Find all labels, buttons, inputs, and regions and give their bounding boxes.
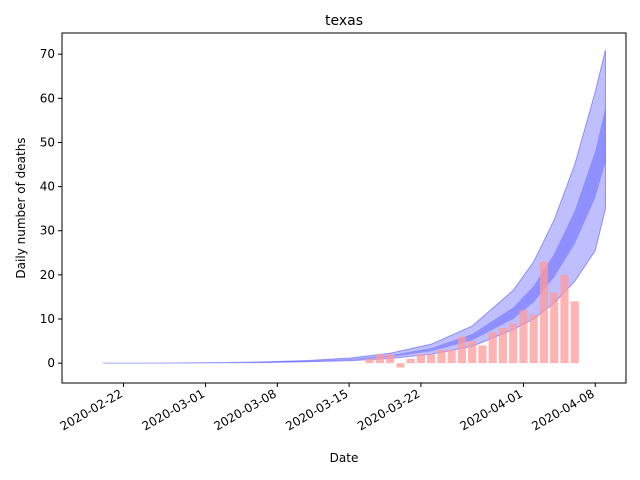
bar-2020-04-03 — [539, 261, 549, 364]
y-tick-label-10: 10 — [40, 312, 55, 326]
y-axis: 0 10 20 30 40 50 60 70 — [40, 47, 62, 370]
bar-2020-03-19 — [386, 354, 395, 364]
bar-2020-03-17 — [365, 358, 374, 364]
bar-2020-03-26 — [457, 336, 467, 364]
bar-2020-03-30 — [498, 327, 508, 364]
y-tick-label-70: 70 — [40, 47, 55, 61]
bar-2020-03-28 — [478, 345, 487, 364]
y-tick-label-30: 30 — [40, 224, 55, 238]
bar-2020-04-02 — [529, 314, 538, 364]
y-axis-label: Daily number of deaths — [14, 137, 28, 278]
y-tick-label-20: 20 — [40, 268, 55, 282]
chart-title: texas — [325, 13, 363, 29]
y-tick-label-0: 0 — [47, 356, 55, 370]
bar-2020-03-20 — [396, 363, 405, 368]
bar-2020-03-31 — [509, 323, 518, 364]
bar-2020-04-06 — [570, 301, 579, 364]
bar-2020-03-22 — [416, 354, 426, 364]
bar-2020-04-04 — [550, 292, 559, 364]
outer-band — [103, 49, 606, 364]
y-tick-label-60: 60 — [40, 91, 55, 105]
bar-series — [365, 261, 579, 368]
bar-2020-03-18 — [375, 354, 384, 364]
bar-2020-03-23 — [427, 354, 436, 364]
y-tick-label-50: 50 — [40, 135, 55, 149]
uncertainty-bands — [103, 49, 606, 364]
bar-2020-03-29 — [488, 332, 497, 364]
bar-2020-03-21 — [406, 358, 415, 364]
bar-2020-03-27 — [468, 341, 477, 364]
y-tick-label-40: 40 — [40, 180, 55, 194]
x-axis-label: Date — [330, 451, 359, 465]
bar-2020-04-05 — [560, 274, 569, 364]
bar-2020-04-01 — [519, 310, 528, 364]
bar-2020-03-24 — [437, 349, 446, 364]
plot-frame — [61, 32, 627, 384]
bar-2020-03-25 — [447, 349, 456, 364]
